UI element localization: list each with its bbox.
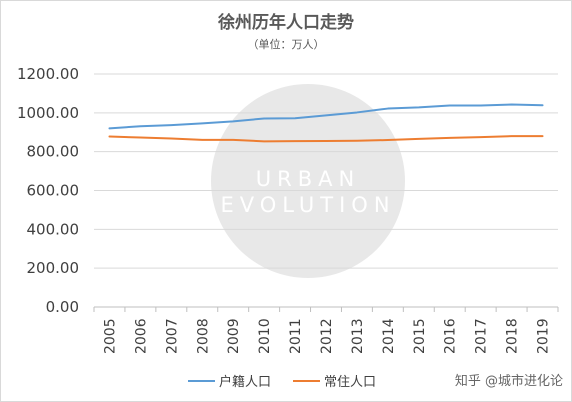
x-tick-label: 2006 — [133, 318, 149, 354]
x-tick-label: 2005 — [102, 318, 118, 354]
x-tick-label: 2018 — [505, 318, 521, 354]
x-tick-label: 2011 — [288, 318, 304, 354]
x-tick-label: 2007 — [164, 318, 180, 354]
x-tick-label: 2016 — [443, 318, 459, 354]
y-tick-label: 200.00 — [27, 259, 80, 277]
x-axis-ticks: 2005 2006 2007 2008 2009 2010 2011 2012 2013 2014… — [93, 307, 559, 354]
legend: 户籍人口 常住人口 — [188, 374, 376, 390]
legend-label-changzhu: 常住人口 — [324, 375, 376, 390]
series-lines — [108, 103, 544, 143]
y-tick-label: 800.00 — [27, 143, 80, 161]
x-tick-label: 2008 — [195, 318, 211, 354]
chart-title: 徐州历年人口走势 — [217, 12, 354, 33]
x-tick-label: 2013 — [350, 318, 366, 354]
legend-label-huji: 户籍人口 — [219, 374, 271, 390]
y-tick-label: 600.00 — [27, 182, 80, 200]
watermark-text-urban: URBAN — [256, 167, 360, 191]
y-tick-label: 1200.00 — [17, 65, 79, 83]
x-tick-label: 2019 — [536, 318, 552, 354]
y-axis-ticks: 0.00 200.00 400.00 600.00 800.00 1000.00 1200.… — [17, 65, 79, 316]
grid-lines — [94, 73, 558, 308]
x-tick-label: 2012 — [319, 318, 335, 354]
y-tick-label: 400.00 — [27, 220, 80, 238]
y-tick-label: 0.00 — [46, 298, 79, 316]
x-tick-label: 2015 — [412, 318, 428, 354]
chart-subtitle: （单位：万人） — [248, 37, 325, 51]
x-tick-label: 2017 — [474, 318, 490, 354]
x-tick-label: 2010 — [257, 318, 273, 354]
source-credit: 知乎 @城市进化论 — [455, 373, 563, 389]
x-tick-label: 2014 — [381, 318, 397, 354]
watermark-text-evolution: EVOLUTION — [220, 193, 395, 217]
y-tick-label: 1000.00 — [17, 104, 79, 122]
x-tick-label: 2009 — [226, 318, 242, 354]
